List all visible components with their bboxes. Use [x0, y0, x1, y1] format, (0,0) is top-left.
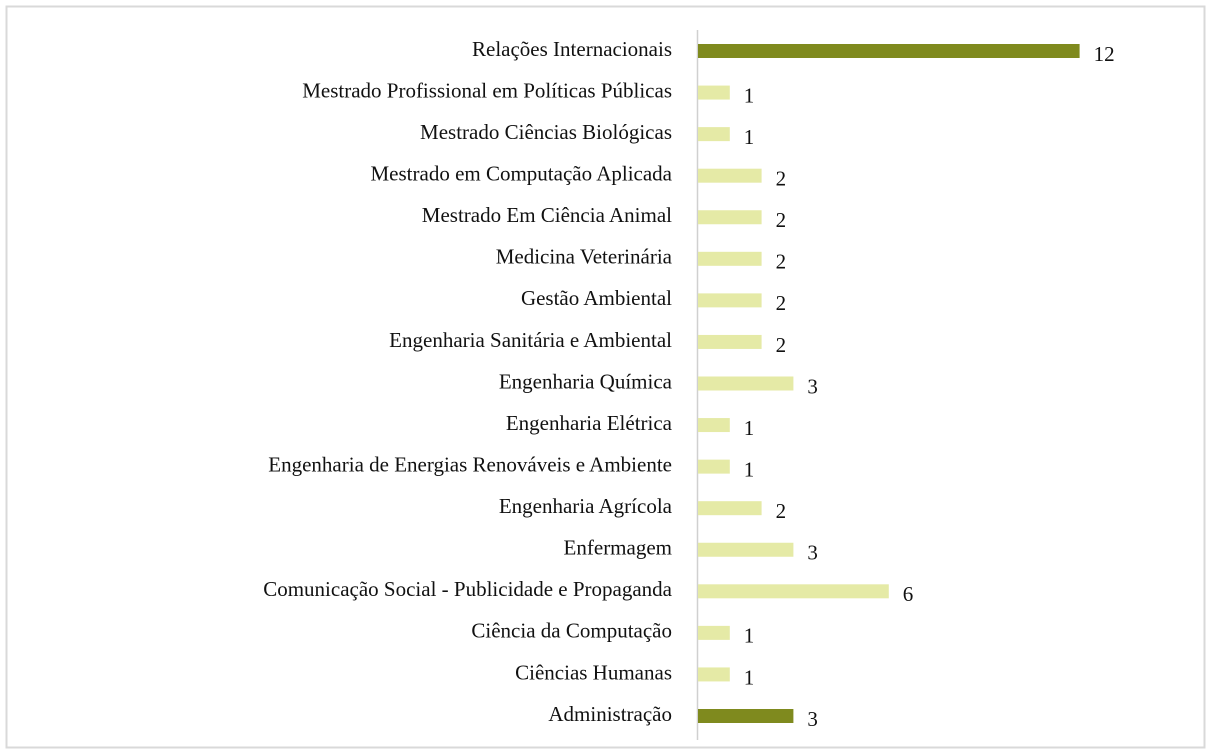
- value-label: 1: [744, 125, 755, 149]
- bar: [698, 709, 794, 723]
- category-label: Relações Internacionais: [472, 37, 672, 61]
- category-label: Mestrado em Computação Aplicada: [371, 162, 673, 186]
- bar: [698, 584, 889, 599]
- category-label: Engenharia de Energias Renováveis e Ambi…: [268, 452, 672, 476]
- category-label: Engenharia Sanitária e Ambiental: [389, 328, 672, 352]
- category-label: Enfermagem: [564, 536, 672, 560]
- category-label: Medicina Veterinária: [496, 245, 673, 269]
- value-label: 2: [776, 250, 787, 274]
- value-label: 2: [776, 333, 787, 357]
- bar: [698, 501, 762, 516]
- bar: [698, 293, 762, 308]
- category-label: Ciências Humanas: [515, 660, 672, 684]
- value-label: 12: [1094, 42, 1115, 66]
- bar: [698, 376, 794, 391]
- category-label: Gestão Ambiental: [521, 286, 672, 310]
- value-label: 2: [776, 499, 787, 523]
- bar: [698, 459, 730, 474]
- value-label: 2: [776, 291, 787, 315]
- bar: [698, 418, 730, 433]
- bar: [698, 85, 730, 100]
- category-label: Engenharia Química: [499, 369, 673, 393]
- value-label: 1: [744, 83, 755, 107]
- value-label: 1: [744, 457, 755, 481]
- bar: [698, 667, 730, 682]
- category-label: Comunicação Social - Publicidade e Propa…: [263, 577, 672, 601]
- value-label: 2: [776, 208, 787, 232]
- bar: [698, 127, 730, 142]
- category-label: Mestrado Em Ciência Animal: [422, 203, 672, 227]
- value-label: 1: [744, 416, 755, 440]
- value-label: 3: [807, 541, 818, 565]
- bar: [698, 168, 762, 183]
- category-label: Ciência da Computação: [471, 619, 672, 643]
- value-label: 3: [807, 707, 818, 731]
- value-label: 3: [807, 374, 818, 398]
- bar: [698, 251, 762, 266]
- category-label: Engenharia Agrícola: [499, 494, 673, 518]
- value-label: 1: [744, 624, 755, 648]
- bar: [698, 210, 762, 225]
- value-label: 6: [903, 582, 914, 606]
- bar: [698, 334, 762, 349]
- value-label: 1: [744, 665, 755, 689]
- bar: [698, 44, 1080, 58]
- value-label: 2: [776, 167, 787, 191]
- category-label: Engenharia Elétrica: [506, 411, 673, 435]
- bar: [698, 625, 730, 640]
- category-label: Mestrado Ciências Biológicas: [420, 120, 672, 144]
- chart-frame: [5, 5, 1206, 749]
- category-label: Administração: [548, 702, 672, 726]
- bar: [698, 542, 794, 557]
- category-label: Mestrado Profissional em Políticas Públi…: [302, 78, 672, 102]
